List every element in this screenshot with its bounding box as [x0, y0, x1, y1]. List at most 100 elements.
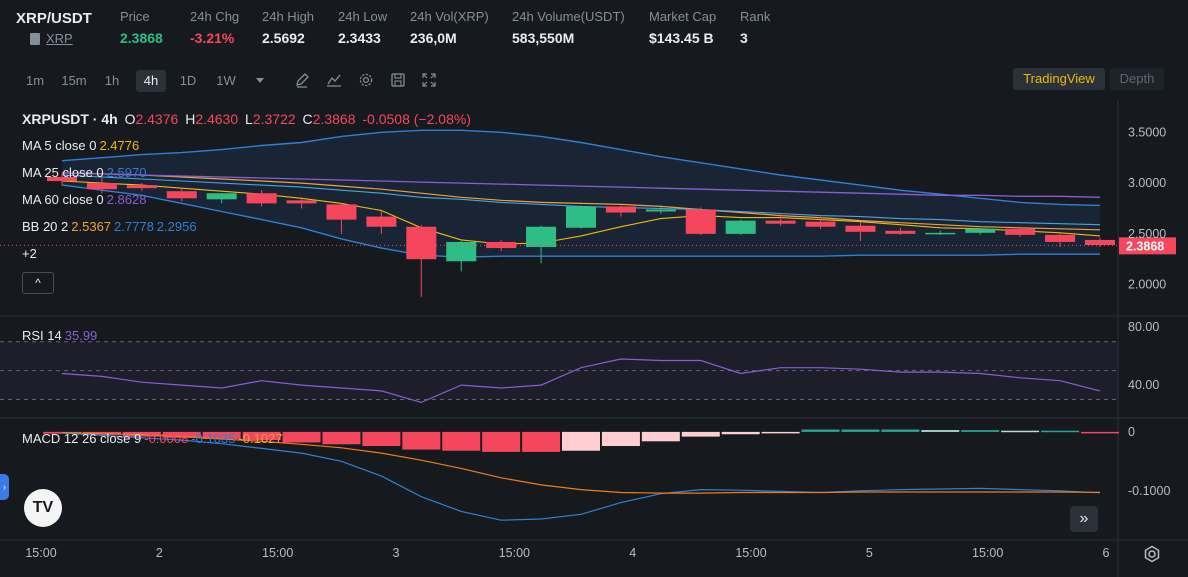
document-icon — [30, 32, 40, 45]
ma60-line — [61, 172, 1101, 198]
collapse-legend-button[interactable]: ^ — [22, 272, 54, 294]
stat-value: 3 — [740, 30, 748, 46]
time-axis-label: 15:00 — [735, 546, 766, 560]
stat-6: Market Cap $143.45 B — [649, 9, 716, 46]
bb-label: BB 20 2 — [22, 219, 69, 234]
time-axis-label: 2 — [156, 546, 163, 560]
price-axis-label: 3.5000 — [1128, 125, 1166, 139]
candle-body — [925, 232, 956, 235]
scroll-to-realtime-button[interactable]: » — [1070, 506, 1098, 532]
ma5-value: 2.4776 — [99, 138, 140, 153]
coin-link[interactable]: XRP — [30, 31, 73, 46]
bb-lower-line — [61, 184, 1100, 258]
more-indicators-label[interactable]: +2 — [22, 246, 37, 261]
ma5-label: MA 5 close 0 — [22, 138, 97, 153]
ticker-header: XRP/USDT XRP Price 2.3868 24h Chg -3.21% 24h… — [0, 0, 1188, 56]
settings-gear-icon[interactable] — [358, 72, 374, 88]
price-tag: 2.3868 — [1126, 239, 1164, 253]
macd-histogram-bar — [202, 431, 241, 439]
timeframe-15m[interactable]: 15m — [61, 73, 87, 88]
candle-body — [885, 230, 916, 234]
macd-histogram-bar — [322, 431, 361, 445]
macd-hist-value: -0.0008 — [144, 431, 189, 446]
macd-line — [61, 432, 1101, 521]
low-value: 2.3722 — [252, 111, 296, 127]
timeframe-1W[interactable]: 1W — [216, 73, 236, 88]
timeframe-4h[interactable]: 4h — [136, 70, 166, 92]
ma25-value: 2.5970 — [106, 165, 147, 180]
stat-label: Rank — [740, 9, 771, 24]
stat-value: $143.45 B — [649, 30, 714, 46]
indicator-icon[interactable] — [326, 72, 342, 88]
bb-lower-value: 2.2956 — [156, 219, 197, 234]
dropdown-caret-icon[interactable] — [252, 72, 268, 88]
timeframe-1m[interactable]: 1m — [25, 73, 45, 88]
close-value: 2.3868 — [312, 111, 356, 127]
candle-body — [645, 209, 676, 212]
bb-mid-value: 2.5367 — [71, 219, 112, 234]
price-chart-svg[interactable]: 2.3868 3.5000 3.0000 2.5000 2.0000 80.00 40.00… — [0, 100, 1188, 577]
candle-body — [47, 176, 77, 182]
price-tag-bg — [1119, 237, 1176, 255]
chevron-up-icon: ^ — [35, 276, 41, 290]
candle-body — [765, 220, 796, 224]
time-axis-label: 15:00 — [262, 546, 293, 560]
ma5-line — [61, 180, 1101, 245]
candle-body — [366, 216, 397, 227]
candle-body — [605, 206, 636, 213]
stat-label: 24h Vol(XRP) — [410, 9, 489, 24]
price-axis-label: 3.0000 — [1128, 176, 1166, 190]
candle-body — [805, 221, 836, 227]
candle-body — [206, 193, 237, 200]
ma60-label: MA 60 close 0 — [22, 192, 104, 207]
stat-7: Rank 3 — [740, 9, 770, 46]
time-axis-label: 4 — [629, 546, 636, 560]
macd-histogram-bar — [721, 431, 760, 435]
stat-label: 24h High — [262, 9, 315, 24]
chart-settings-icon[interactable] — [1143, 545, 1161, 563]
stat-value: 583,550M — [512, 30, 575, 46]
tradingview-logo[interactable]: TV — [24, 489, 62, 527]
candle-body — [166, 191, 197, 199]
candle-body — [1005, 228, 1036, 235]
timeframe-1D[interactable]: 1D — [179, 73, 197, 88]
macd-axis-label: -0.1000 — [1128, 484, 1170, 498]
stat-label: 24h Volume(USDT) — [512, 9, 625, 24]
candle-body — [845, 225, 876, 232]
candle-body — [446, 241, 477, 262]
time-axis-label: 3 — [393, 546, 400, 560]
bollinger-band-fill — [62, 130, 1100, 258]
rsi-line — [61, 358, 1101, 404]
tradingview-button[interactable]: TradingView — [1013, 68, 1105, 90]
pencil-icon[interactable] — [294, 72, 310, 88]
candle-body — [725, 220, 756, 234]
stat-value: 236,0M — [410, 30, 457, 46]
candle-body — [126, 185, 157, 189]
symbol-title: XRP/USDT — [16, 10, 92, 27]
candle-body — [286, 200, 317, 204]
legend-title: XRPUSDT · 4h — [22, 111, 118, 127]
fullscreen-icon[interactable] — [421, 72, 437, 88]
candle-body — [1085, 239, 1115, 246]
price-axis-label: 2.5000 — [1128, 227, 1166, 241]
rsi-legend: RSI 14 35.99 — [22, 328, 100, 343]
chevron-right-icon: › — [3, 482, 6, 492]
chart-area[interactable]: 2.3868 3.5000 3.0000 2.5000 2.0000 80.00 40.00… — [0, 100, 1188, 577]
stat-1: 24h Chg -3.21% — [190, 9, 239, 46]
macd-histogram-bar — [402, 431, 441, 450]
macd-histogram-bar — [641, 431, 680, 442]
price-axis-label: 2.0000 — [1128, 278, 1166, 292]
macd-histogram-bar — [562, 431, 600, 451]
save-icon[interactable] — [390, 72, 406, 88]
candle-body — [246, 193, 277, 204]
time-axis-label: 6 — [1103, 546, 1110, 560]
high-value: 2.4630 — [195, 111, 239, 127]
depth-button[interactable]: Depth — [1110, 68, 1164, 90]
side-panel-toggle[interactable]: › — [0, 474, 9, 500]
macd-histogram-bar — [442, 431, 481, 451]
bb-mid-line — [61, 172, 1101, 231]
macd-signal-value: -0.1027 — [238, 431, 283, 446]
timeframe-1h[interactable]: 1h — [104, 73, 120, 88]
time-axis-label: 15:00 — [972, 546, 1003, 560]
open-value: 2.4376 — [135, 111, 179, 127]
